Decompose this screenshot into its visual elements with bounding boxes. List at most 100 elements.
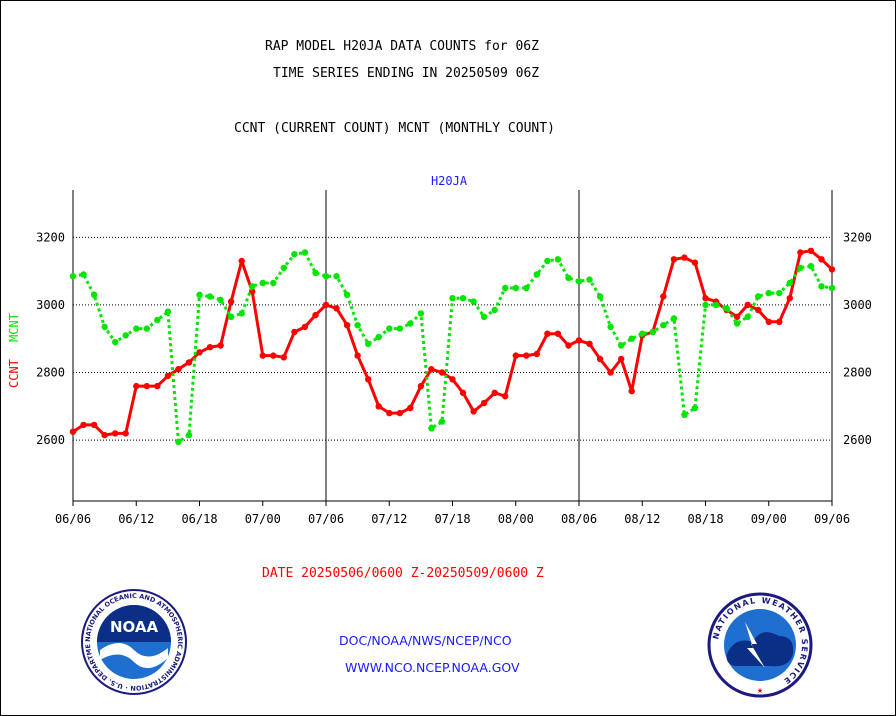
data-point-ccnt xyxy=(607,369,614,376)
data-point-mcnt xyxy=(227,313,235,320)
data-point-ccnt xyxy=(196,349,203,356)
data-point-ccnt xyxy=(112,430,119,437)
data-point-mcnt xyxy=(765,289,772,297)
data-point-ccnt xyxy=(312,311,319,319)
data-point-ccnt xyxy=(375,403,382,410)
data-point-ccnt xyxy=(449,376,456,383)
x-tick-label: 07/06 xyxy=(308,512,344,526)
x-tick-label: 07/18 xyxy=(434,512,470,526)
data-point-mcnt xyxy=(407,320,414,327)
data-point-mcnt xyxy=(691,404,699,412)
data-point-mcnt xyxy=(565,274,572,282)
data-point-ccnt xyxy=(786,295,793,302)
x-tick-label: 09/06 xyxy=(814,512,850,526)
data-point-mcnt xyxy=(596,293,604,300)
data-point-ccnt xyxy=(164,372,172,380)
series-line-ccnt xyxy=(72,249,834,437)
y-axis-label-ccnt: CCNT xyxy=(7,359,21,388)
data-point-ccnt xyxy=(122,430,129,437)
data-point-ccnt xyxy=(765,318,772,325)
nws-logo-icon: ★ NATIONAL WEATHER SERVICE xyxy=(707,592,813,698)
data-point-ccnt xyxy=(755,306,762,314)
x-tick-label: 08/00 xyxy=(498,512,534,526)
series-layer xyxy=(69,247,836,445)
data-point-ccnt xyxy=(744,301,751,309)
data-point-mcnt xyxy=(744,313,751,320)
data-point-mcnt xyxy=(828,284,836,292)
x-tick-label: 07/12 xyxy=(371,512,407,526)
data-point-ccnt xyxy=(660,293,667,300)
data-point-ccnt xyxy=(733,313,741,320)
chart-title-line1: RAP MODEL H20JA DATA COUNTS for 06Z xyxy=(265,39,539,54)
data-point-mcnt xyxy=(554,256,562,263)
data-point-ccnt xyxy=(227,298,235,305)
data-point-ccnt xyxy=(523,352,530,359)
data-point-mcnt xyxy=(723,305,730,312)
data-point-ccnt xyxy=(818,256,825,263)
data-point-mcnt xyxy=(175,438,182,445)
data-point-mcnt xyxy=(259,279,266,287)
grid-lines xyxy=(73,236,832,441)
data-point-mcnt xyxy=(386,325,393,332)
data-point-mcnt xyxy=(312,269,319,276)
data-point-mcnt xyxy=(586,276,593,283)
data-point-mcnt xyxy=(533,271,540,278)
data-point-ccnt xyxy=(365,376,372,383)
data-point-ccnt xyxy=(470,408,477,415)
data-point-ccnt xyxy=(396,409,403,417)
data-point-ccnt xyxy=(533,350,540,358)
data-point-ccnt xyxy=(618,355,625,363)
y-tick-label-right: 3000 xyxy=(843,298,872,312)
data-point-ccnt xyxy=(291,328,298,336)
data-point-mcnt xyxy=(375,333,382,341)
data-point-ccnt xyxy=(438,369,446,376)
data-point-mcnt xyxy=(649,328,656,336)
data-point-mcnt xyxy=(660,322,667,329)
data-point-ccnt xyxy=(333,305,340,312)
x-tick-label: 09/00 xyxy=(751,512,787,526)
data-point-ccnt xyxy=(575,337,583,344)
data-point-ccnt xyxy=(554,330,562,337)
data-point-ccnt xyxy=(301,323,309,331)
data-point-ccnt xyxy=(101,431,108,439)
data-point-mcnt xyxy=(249,283,256,290)
data-point-mcnt xyxy=(333,273,340,280)
panel-title: H20JA xyxy=(431,174,468,188)
x-tick-label: 06/12 xyxy=(118,512,154,526)
data-point-mcnt xyxy=(512,284,519,292)
data-point-ccnt xyxy=(322,301,330,309)
data-point-ccnt xyxy=(480,399,488,407)
data-point-mcnt xyxy=(291,251,298,258)
data-point-mcnt xyxy=(639,330,646,337)
y-tick-label-left: 2800 xyxy=(36,366,65,380)
data-point-ccnt xyxy=(502,393,509,400)
x-tick-label: 08/18 xyxy=(687,512,723,526)
data-point-mcnt xyxy=(69,273,77,280)
data-point-mcnt xyxy=(354,322,361,329)
data-point-ccnt xyxy=(670,256,678,263)
data-point-mcnt xyxy=(628,335,635,342)
y-axis-label-mcnt: MCNT xyxy=(7,313,21,342)
data-point-mcnt xyxy=(164,308,172,315)
data-point-ccnt xyxy=(175,366,182,373)
data-point-mcnt xyxy=(143,325,150,332)
data-point-mcnt xyxy=(712,301,720,309)
data-point-mcnt xyxy=(733,320,741,327)
footer-link-www[interactable]: WWW.NCO.NCEP.NOAA.GOV xyxy=(345,660,520,675)
data-point-ccnt xyxy=(428,366,435,373)
y-tick-label-right: 2800 xyxy=(843,366,872,380)
data-point-mcnt xyxy=(502,284,509,292)
data-point-ccnt xyxy=(185,359,193,366)
data-point-mcnt xyxy=(807,262,815,270)
data-point-mcnt xyxy=(133,325,140,332)
data-point-mcnt xyxy=(575,278,583,285)
data-point-mcnt xyxy=(618,342,625,349)
data-point-ccnt xyxy=(90,421,98,429)
data-point-ccnt xyxy=(628,387,635,395)
data-point-mcnt xyxy=(90,291,98,298)
data-point-ccnt xyxy=(491,389,498,396)
data-point-mcnt xyxy=(438,418,446,425)
data-point-mcnt xyxy=(786,279,793,287)
footer-link-doc[interactable]: DOC/NOAA/NWS/NCEP/NCO xyxy=(339,633,512,648)
y-tick-label-right: 3200 xyxy=(843,230,872,244)
